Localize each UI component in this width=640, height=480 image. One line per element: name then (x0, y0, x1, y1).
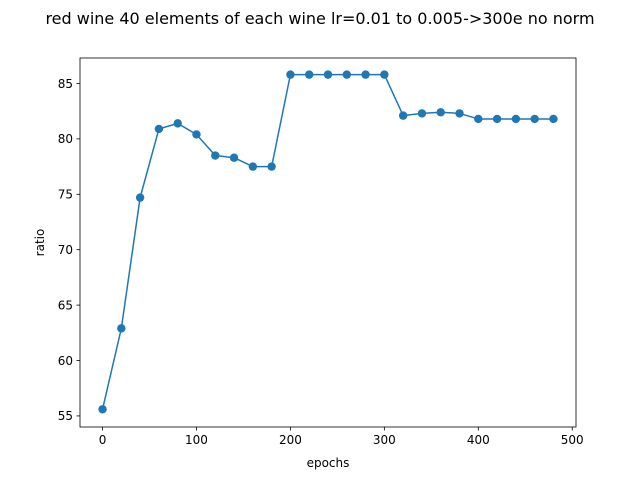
data-point (342, 70, 351, 79)
x-tick-label: 500 (561, 433, 584, 447)
data-point (511, 114, 521, 124)
data-point (417, 109, 427, 118)
data-point (267, 162, 276, 171)
data-point (436, 108, 445, 117)
y-tick-label: 70 (58, 243, 73, 257)
data-point (323, 70, 333, 79)
data-point (380, 70, 389, 79)
data-point (492, 114, 502, 124)
data-point (361, 70, 370, 79)
y-tick-label: 80 (58, 132, 73, 146)
data-point (192, 130, 201, 139)
y-tick-label: 60 (58, 354, 73, 368)
data-point (474, 114, 483, 124)
data-point (530, 114, 539, 124)
data-point (305, 70, 314, 79)
y-axis: 55 60 65 70 75 80 85 (58, 77, 80, 423)
series-line (101, 73, 554, 410)
y-tick-label: 75 (58, 188, 73, 202)
y-axis-label: ratio (33, 229, 47, 257)
data-point (117, 324, 126, 333)
x-tick-label: 200 (279, 433, 302, 447)
data-point (248, 162, 258, 171)
data-point (98, 405, 107, 414)
data-point (135, 193, 145, 202)
data-point (229, 153, 239, 162)
data-point (286, 70, 295, 79)
x-tick-label: 400 (467, 433, 490, 447)
x-axis-label: epochs (307, 456, 350, 470)
chart-title: red wine 40 elements of each wine lr=0.0… (45, 9, 594, 28)
plot-area-frame (79, 57, 577, 428)
data-point (154, 124, 164, 134)
x-tick-label: 300 (373, 433, 396, 447)
x-tick-label: 0 (99, 433, 107, 447)
y-tick-label: 65 (58, 298, 73, 312)
data-point (398, 111, 408, 120)
data-point (173, 119, 182, 128)
data-point (211, 151, 220, 160)
data-point (549, 114, 558, 124)
y-tick-label: 85 (58, 77, 73, 91)
y-tick-label: 55 (58, 409, 73, 423)
x-tick-label: 100 (185, 433, 208, 447)
data-point (455, 109, 464, 118)
x-axis: 0 100 200 300 400 500 (99, 427, 584, 447)
series-line-group (98, 70, 558, 414)
